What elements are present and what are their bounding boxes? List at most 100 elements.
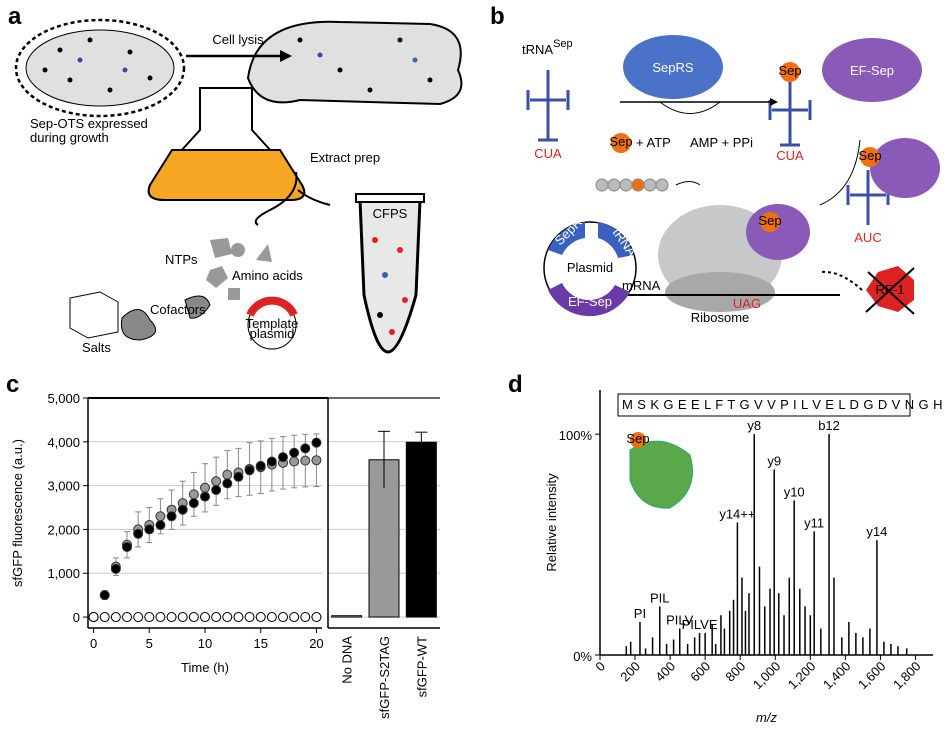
plasmid-trna — [598, 222, 634, 258]
ef-sep — [822, 38, 922, 102]
marker — [122, 612, 132, 623]
marker — [155, 612, 166, 623]
marker — [244, 465, 255, 476]
tube-dots — [372, 237, 408, 335]
plasmid-gene — [246, 296, 298, 317]
y-tick-label: 2,000 — [47, 522, 80, 537]
marker — [255, 612, 266, 623]
arrowhead — [280, 50, 292, 62]
marker — [155, 520, 166, 531]
marker — [122, 541, 132, 552]
marker — [278, 452, 288, 463]
marker — [300, 455, 311, 466]
panel-label: b — [490, 3, 505, 30]
marker — [266, 612, 277, 623]
marker — [300, 612, 311, 623]
marker — [222, 478, 233, 489]
lysed-cell — [246, 20, 463, 106]
arrowhead — [770, 98, 778, 106]
peak-label: y11 — [804, 515, 824, 530]
marker — [233, 471, 244, 482]
marker — [88, 612, 99, 623]
label: Sep — [626, 431, 649, 446]
plasmid-seprs — [548, 222, 585, 255]
label: SepRS — [652, 60, 694, 75]
y-tick-label: 0% — [573, 649, 592, 664]
trna-label: tRNASep — [522, 38, 573, 57]
y-tick-label: 3,000 — [47, 479, 80, 494]
sep-ball — [611, 133, 631, 153]
label: CFPS — [373, 206, 408, 221]
x-tick-label: 5 — [146, 636, 153, 651]
tube-cap — [355, 193, 425, 203]
marker — [188, 612, 199, 623]
x-tick-label: 1,800 — [890, 659, 924, 693]
marker — [188, 489, 199, 500]
text: Sep — [553, 38, 573, 50]
label: Template — [246, 316, 299, 331]
y-axis-label: Relative intensity — [544, 473, 559, 572]
seprs — [623, 35, 723, 99]
peak-label: PILVE — [682, 617, 718, 632]
arrow — [254, 171, 331, 226]
x-tick-label: sfGFP-S2TAG — [377, 636, 392, 719]
culture — [147, 149, 306, 201]
marker — [166, 612, 177, 623]
label: Salts — [82, 340, 111, 355]
marker — [289, 456, 300, 467]
y-tick-label: 1,000 — [47, 566, 80, 581]
marker — [211, 485, 222, 495]
label: Sep — [778, 63, 801, 78]
label: Amino acids — [232, 268, 303, 283]
label: EF-Sep — [850, 63, 894, 78]
marker — [99, 612, 110, 623]
peak-label: PI — [634, 606, 646, 621]
peak-label: PILV — [666, 613, 694, 628]
label: Sep — [609, 134, 632, 149]
anticodon: CUA — [534, 146, 562, 161]
marker — [222, 469, 233, 480]
ribosome-small — [665, 272, 775, 312]
marker — [177, 612, 188, 623]
label: Sep — [758, 213, 781, 228]
label: Cofactors — [150, 302, 206, 317]
marker — [133, 528, 144, 539]
x-axis-label: m/z — [756, 710, 777, 725]
y-axis-label: sfGFP fluorescence (a.u.) — [10, 439, 25, 587]
dots — [42, 37, 433, 93]
sep-ball — [760, 212, 780, 232]
marker — [300, 443, 311, 454]
marker — [200, 482, 210, 493]
y-tick-label: 100% — [559, 428, 593, 443]
label: during growth — [30, 130, 109, 145]
x-tick-label: 200 — [617, 659, 643, 685]
label: plasmid — [250, 326, 295, 341]
peptide — [595, 178, 669, 192]
marker — [311, 455, 322, 466]
x-axis-label: Time (h) — [181, 660, 229, 675]
label: Plasmid — [567, 260, 613, 275]
marker — [289, 447, 300, 458]
marker — [133, 612, 144, 623]
anticodon: AUC — [854, 230, 881, 245]
peak-label: PIL — [650, 590, 670, 605]
marker — [266, 456, 277, 467]
sequence: M S K G E E L F T G V V P I L V E L D G … — [622, 397, 946, 412]
peak-label: y14++ — [719, 507, 755, 522]
cross — [865, 267, 915, 315]
x-tick-label: 1,600 — [855, 659, 889, 693]
x-tick-label: 15 — [253, 636, 267, 651]
panel-label: d — [508, 371, 523, 398]
cofactor-shapes — [120, 295, 211, 341]
arrow — [675, 181, 701, 186]
label: AMP + PPi — [690, 135, 753, 150]
cell — [25, 29, 175, 107]
peak-label: y14 — [866, 524, 887, 539]
x-tick-label: 20 — [309, 636, 323, 651]
marker — [211, 476, 222, 487]
sep-ball — [860, 147, 880, 167]
label: EF-Sep — [568, 294, 612, 309]
inhibit — [819, 270, 863, 291]
sep-ball — [630, 432, 646, 448]
